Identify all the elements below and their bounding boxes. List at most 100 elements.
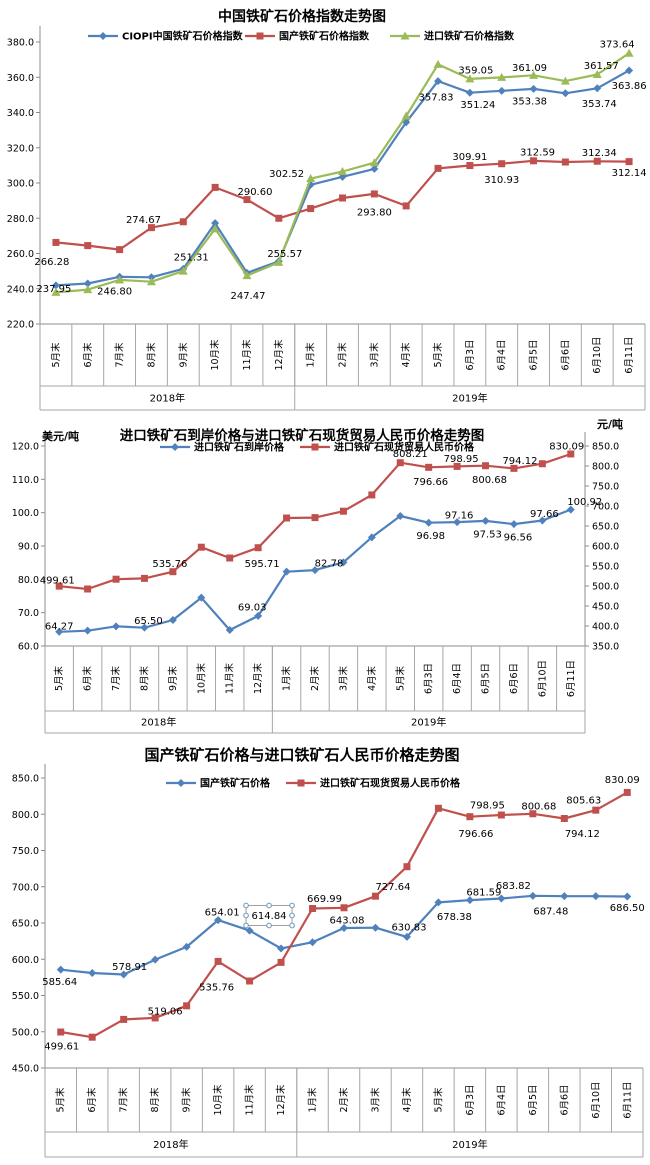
data-point-diamond xyxy=(625,66,634,75)
y-axis-tick-label: 120.0 xyxy=(12,442,39,453)
data-point-diamond xyxy=(339,558,348,567)
data-point-square xyxy=(116,246,124,254)
data-point-diamond xyxy=(119,970,128,979)
right-axis-tick-label: 800.0 xyxy=(592,462,619,473)
data-point-square xyxy=(538,460,546,468)
data-point-square xyxy=(140,574,148,582)
data-label: 499.61 xyxy=(40,576,75,587)
right-axis-tick-label: 500.0 xyxy=(592,582,619,593)
selection-handle-icon[interactable] xyxy=(266,922,272,929)
data-point-square xyxy=(340,904,348,912)
y-axis-tick-label: 360.0 xyxy=(7,73,34,84)
right-axis-tick-label: 550.0 xyxy=(592,562,619,573)
data-point-triangle xyxy=(83,285,93,294)
data-point-diamond xyxy=(560,892,569,901)
data-point-triangle xyxy=(592,69,602,78)
selection-handle-icon[interactable] xyxy=(243,902,249,909)
data-point-square xyxy=(560,815,568,823)
x-axis-category-label: 6月4日 xyxy=(497,339,508,370)
x-axis-category-label: 6月4日 xyxy=(452,663,463,694)
x-axis-category-label: 5月末 xyxy=(55,1087,67,1113)
x-axis-category-label: 4月末 xyxy=(401,1087,413,1113)
legend-item: 进口铁矿石价格指数 xyxy=(390,30,515,43)
data-label: 97.16 xyxy=(445,511,474,522)
data-label: 361.57 xyxy=(584,61,619,72)
right-axis-tick-label: 700.0 xyxy=(592,502,619,513)
x-axis-category-label: 3月末 xyxy=(369,1087,381,1113)
x-axis-category-label: 1月末 xyxy=(307,1087,319,1113)
data-point-diamond xyxy=(282,567,291,576)
data-point-square xyxy=(368,491,376,499)
selection-handle-icon[interactable] xyxy=(243,912,249,919)
data-point-diamond xyxy=(51,281,60,290)
data-point-square xyxy=(466,813,474,821)
x-axis-category-label: 6月末 xyxy=(82,342,94,368)
data-point-diamond xyxy=(211,219,220,228)
data-point-square xyxy=(256,32,264,40)
x-axis-category-label: 11月末 xyxy=(241,339,253,371)
x-axis-category-label: 6月3日 xyxy=(465,339,476,370)
selected-data-label-box[interactable]: 614.84 xyxy=(243,902,295,929)
x-axis-category-label: 6月3日 xyxy=(424,663,435,694)
x-axis-category-label: 2月末 xyxy=(309,665,321,691)
series-labels-0: 246.80 251.31 255.57 357.83 351.24 353.38 353.… xyxy=(97,81,646,297)
data-point-diamond xyxy=(254,611,263,620)
data-point-triangle xyxy=(560,76,570,85)
chart2-right-axis-unit: 元/吨 xyxy=(597,418,624,431)
data-point-diamond xyxy=(623,892,632,901)
selection-handle-icon[interactable] xyxy=(289,902,295,909)
data-label: 65.50 xyxy=(134,616,163,627)
chart-index-trend-canvas: 380.0 360.0 340.0 320.0 300.0 280.0 260.0 240.0… xyxy=(7,26,647,411)
y-axis-tick-label: 90.0 xyxy=(18,542,39,553)
data-label: 678.38 xyxy=(437,912,472,923)
data-point-diamond xyxy=(529,84,538,93)
x-axis-category-label: 6月5日 xyxy=(481,663,492,694)
data-point-triangle xyxy=(369,158,379,167)
data-point-square xyxy=(52,238,60,246)
data-label: 290.60 xyxy=(237,187,272,198)
x-axis-category-label: 6月3日 xyxy=(465,1084,476,1115)
data-point-diamond xyxy=(168,616,177,624)
data-point-square xyxy=(226,554,234,562)
data-point-triangle xyxy=(338,167,347,176)
x-axis-category-label: 12月末 xyxy=(273,339,285,371)
y-axis-tick-label: 450.0 xyxy=(12,1064,39,1075)
data-label: 64.27 xyxy=(45,621,74,632)
data-point-triangle xyxy=(497,72,507,81)
data-label: 69.03 xyxy=(238,602,267,613)
data-point-square xyxy=(211,183,219,191)
data-point-diamond xyxy=(465,88,474,97)
data-point-square xyxy=(84,585,92,593)
right-axis-tick-label: 400.0 xyxy=(592,622,619,633)
x-axis-category-label: 8月末 xyxy=(145,342,157,368)
axes: 120.0 110.0 100.0 90.0 80.0 70.0 60.0 850.0 800.… xyxy=(12,432,619,734)
data-point-diamond xyxy=(561,89,570,98)
selection-handle-icon[interactable] xyxy=(243,922,249,929)
data-label: 293.80 xyxy=(357,207,392,218)
y-axis-tick-label: 380.0 xyxy=(7,38,34,49)
data-label: 357.83 xyxy=(419,93,454,104)
data-point-square xyxy=(592,806,600,814)
x-axis-category-label: 9月末 xyxy=(167,665,179,691)
data-label: 800.68 xyxy=(472,475,507,486)
data-point-square xyxy=(120,1015,128,1023)
chart-domestic-vs-import-canvas: 850.0 800.0 750.0 700.0 650.0 600.0 550.0 500.0… xyxy=(12,764,645,1158)
y-axis-tick-label: 500.0 xyxy=(12,1027,39,1038)
data-label: 82.78 xyxy=(315,559,344,570)
data-point-square xyxy=(510,464,518,472)
data-point-square xyxy=(623,788,631,796)
data-label: 251.31 xyxy=(174,252,209,263)
data-point-square xyxy=(151,1014,159,1022)
selection-handle-icon[interactable] xyxy=(266,902,272,909)
data-point-triangle xyxy=(146,277,156,286)
data-point-diamond xyxy=(453,518,462,527)
selection-handle-icon[interactable] xyxy=(289,922,295,929)
x-axis-category-label: 6月10日 xyxy=(591,1081,602,1118)
selection-handle-icon[interactable] xyxy=(289,912,295,919)
data-label: 630.83 xyxy=(391,922,426,933)
data-point-diamond xyxy=(591,892,600,901)
chart-block-import-price: 120.0 110.0 100.0 90.0 80.0 70.0 60.0 850.0 800.… xyxy=(0,415,650,740)
y-axis-tick-label: 340.0 xyxy=(7,108,34,119)
legend-item: 进口铁矿石到岸价格 xyxy=(160,441,285,454)
data-point-diamond xyxy=(465,896,474,905)
